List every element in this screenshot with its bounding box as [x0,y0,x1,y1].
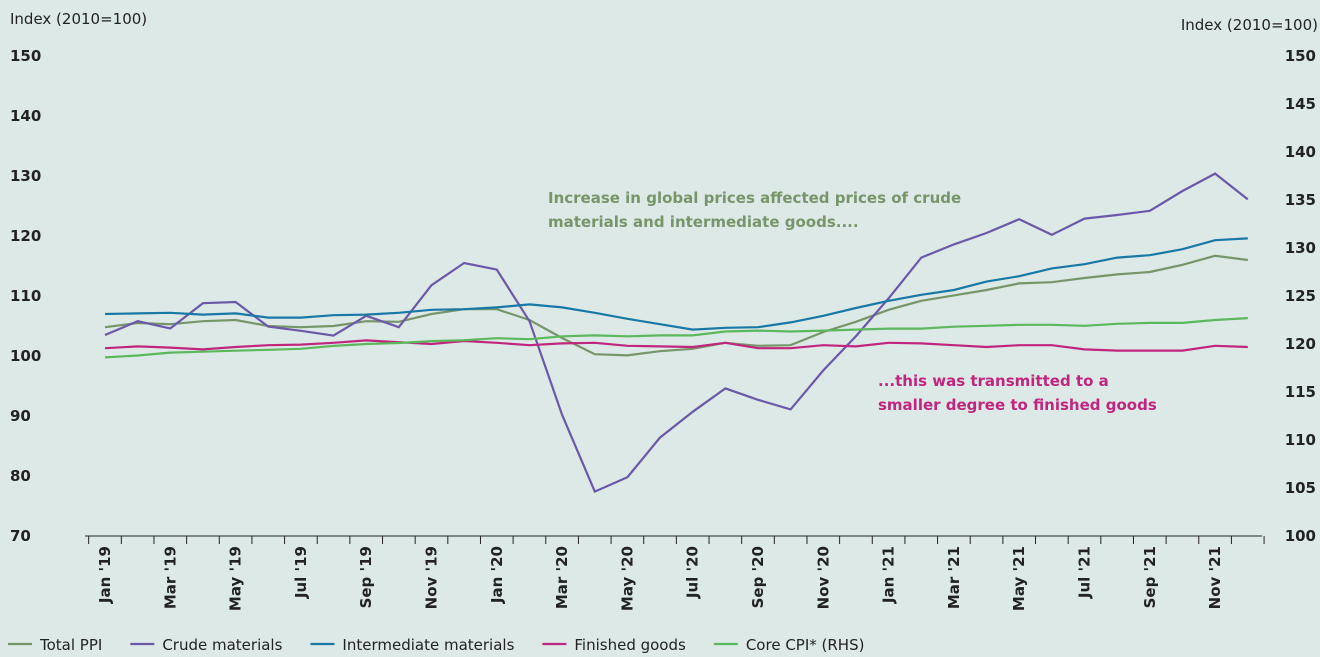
y2-tick-label: 115 [1285,383,1316,401]
x-tick-label: Jul '20 [684,546,702,599]
legend-label: Core CPI* (RHS) [746,636,865,654]
y-tick-label: 110 [10,287,41,305]
x-tick-label: Mar '20 [553,546,571,609]
y-tick-label: 130 [10,167,41,185]
y-axis-label: Index (2010=100) [10,10,147,28]
series-line [104,254,1248,357]
x-tick-label: Sep '20 [749,546,767,608]
series-line [104,317,1248,359]
y2-tick-label: 120 [1285,335,1316,353]
y2-tick-label: 105 [1285,479,1316,497]
annotation: smaller degree to finished goods [878,396,1157,414]
y2-tick-label: 125 [1285,287,1316,305]
x-tick-label: Jan '19 [96,546,114,604]
x-tick-label: Nov '21 [1206,546,1224,609]
legend-label: Finished goods [574,636,686,654]
series-line [104,172,1249,494]
x-tick-label: Nov '20 [814,546,832,609]
series-line [104,339,1248,352]
x-tick-label: Jan '20 [488,546,506,604]
x-tick-label: Nov '19 [423,546,441,609]
x-tick-label: Mar '19 [161,546,179,609]
y-tick-label: 120 [10,227,41,245]
x-tick-label: May '19 [227,546,245,611]
legend-label: Intermediate materials [342,636,514,654]
y2-tick-label: 150 [1285,47,1316,65]
y2-tick-label: 100 [1285,527,1316,545]
x-tick-label: May '20 [618,546,636,611]
y2-tick-label: 110 [1285,431,1316,449]
y2-tick-label: 130 [1285,239,1316,257]
legend-label: Crude materials [162,636,282,654]
x-tick-label: Jul '19 [292,546,310,599]
y2-tick-label: 135 [1285,191,1316,209]
annotation: Increase in global prices affected price… [548,189,961,207]
y2-tick-label: 145 [1285,95,1316,113]
y-tick-label: 140 [10,107,41,125]
y-tick-label: 150 [10,47,41,65]
x-tick-label: Sep '19 [357,546,375,608]
x-tick-label: May '21 [1010,546,1028,611]
y2-tick-label: 140 [1285,143,1316,161]
y-tick-label: 90 [10,407,31,425]
annotation: materials and intermediate goods.... [548,213,859,231]
y2-axis-label: Index (2010=100) [1181,16,1318,34]
x-tick-label: Sep '21 [1141,546,1159,608]
x-tick-label: Jan '21 [880,546,898,604]
series-line [104,237,1248,331]
y-tick-label: 70 [10,527,31,545]
annotation: ...this was transmitted to a [878,372,1109,390]
y-tick-label: 100 [10,347,41,365]
legend-label: Total PPI [39,636,102,654]
y-tick-label: 80 [10,467,31,485]
x-tick-label: Mar '21 [945,546,963,609]
x-tick-label: Jul '21 [1076,546,1094,599]
